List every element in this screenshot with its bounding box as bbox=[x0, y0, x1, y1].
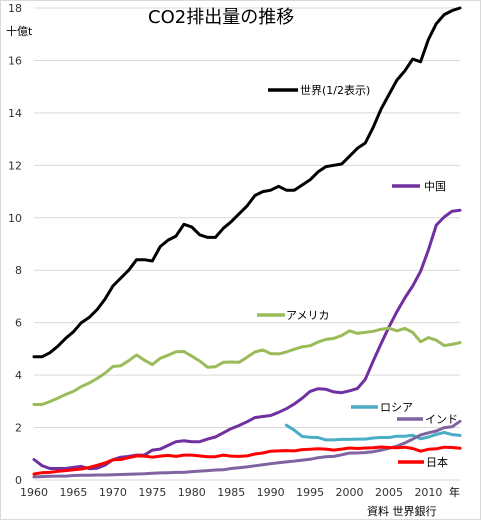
y-tick-14: 14 bbox=[8, 107, 22, 120]
y-tick-4: 4 bbox=[15, 369, 22, 382]
x-tick-1985: 1985 bbox=[217, 486, 245, 499]
legend-russia: ロシア bbox=[351, 401, 413, 414]
y-tick-8: 8 bbox=[15, 264, 22, 277]
legend-japan: 日本 bbox=[398, 455, 448, 469]
legend-japan-label: 日本 bbox=[426, 455, 448, 469]
series-lines bbox=[32, 6, 462, 479]
y-tick-16: 16 bbox=[8, 54, 22, 67]
y-axis-unit-label: 十億t bbox=[6, 24, 33, 38]
x-tick-labels: 1960 1965 1970 1975 1980 1985 1990 1995 2000 2005… bbox=[20, 486, 442, 499]
y-tick-labels: 0 2 4 6 8 10 12 14 16 18 bbox=[8, 2, 22, 487]
series-line-5 bbox=[32, 445, 462, 476]
x-tick-2005: 2005 bbox=[375, 486, 403, 499]
series-line-3 bbox=[284, 423, 462, 442]
legend-world: 世界(1/2表示) bbox=[268, 83, 370, 97]
series-line-0 bbox=[32, 6, 462, 359]
legend-usa: アメリカ bbox=[257, 309, 329, 322]
y-tick-18: 18 bbox=[8, 2, 22, 15]
legend-russia-label: ロシア bbox=[380, 401, 413, 414]
y-tick-10: 10 bbox=[8, 212, 22, 225]
x-tick-1975: 1975 bbox=[138, 486, 166, 499]
x-axis-year-label: 年 bbox=[449, 485, 460, 499]
legend-world-label: 世界(1/2表示) bbox=[300, 83, 370, 97]
legend-usa-label: アメリカ bbox=[286, 309, 329, 322]
legend-india: インド bbox=[397, 413, 458, 426]
x-tick-1970: 1970 bbox=[99, 486, 127, 499]
x-tick-1995: 1995 bbox=[296, 486, 324, 499]
x-tick-1960: 1960 bbox=[20, 486, 48, 499]
y-tick-12: 12 bbox=[8, 159, 22, 172]
x-tick-1990: 1990 bbox=[257, 486, 285, 499]
legend-china-label: 中国 bbox=[424, 180, 446, 193]
series-line-2 bbox=[32, 326, 462, 406]
source-note: 資料 世界銀行 bbox=[367, 504, 437, 518]
y-tick-2: 2 bbox=[15, 422, 22, 435]
x-tick-1965: 1965 bbox=[59, 486, 87, 499]
gridlines bbox=[34, 7, 460, 481]
y-tick-6: 6 bbox=[15, 317, 22, 330]
legend-india-label: インド bbox=[425, 413, 458, 426]
y-tick-0: 0 bbox=[15, 474, 22, 487]
x-tick-2000: 2000 bbox=[336, 486, 364, 499]
legend-china: 中国 bbox=[392, 180, 446, 193]
chart-title: CO2排出量の推移 bbox=[148, 7, 294, 28]
x-tick-2010: 2010 bbox=[414, 486, 442, 499]
x-tick-1980: 1980 bbox=[178, 486, 206, 499]
